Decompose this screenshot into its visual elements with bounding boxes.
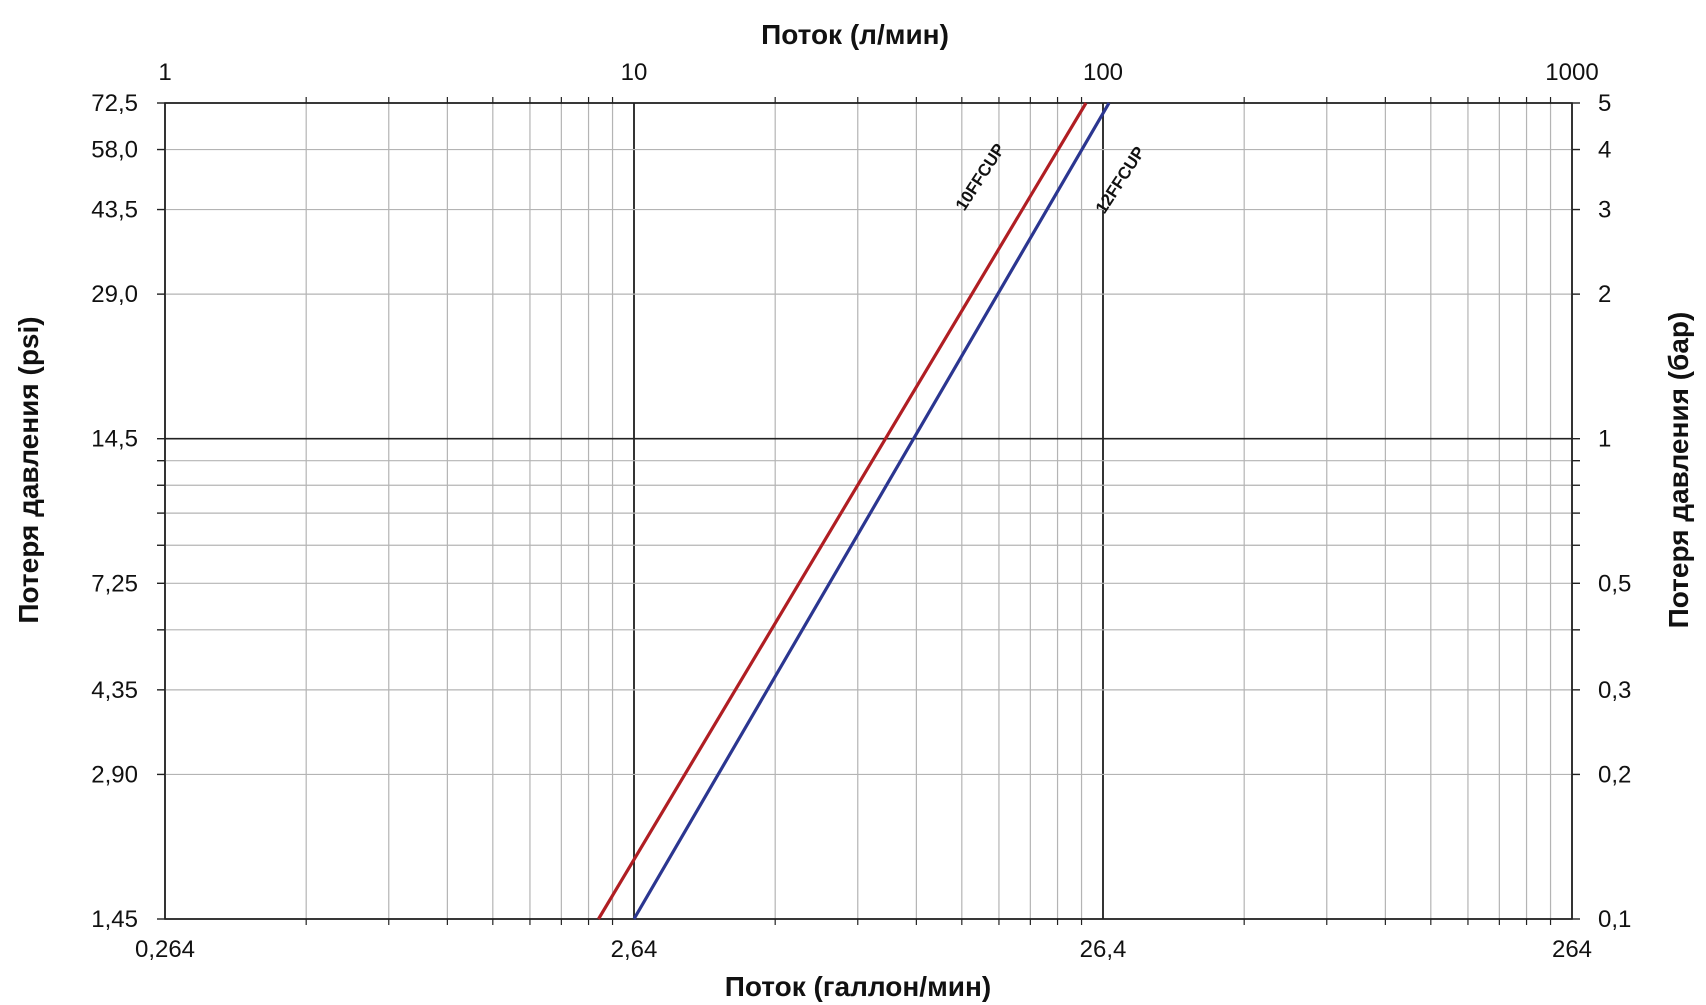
- y-left-tick-label: 14,5: [91, 426, 138, 453]
- y-left-tick-label: 4,35: [91, 677, 138, 704]
- y-right-tick-label: 0,5: [1598, 570, 1631, 597]
- y-left-tick-label: 43,5: [91, 197, 138, 224]
- y-right-tick-label: 0,3: [1598, 677, 1631, 704]
- x-bottom-tick-label: 2,64: [611, 936, 658, 963]
- series-line-12ffcup: [632, 102, 1111, 920]
- series-group: [597, 102, 1111, 920]
- x-top-tick-label: 100: [1083, 59, 1123, 86]
- y-left-tick-label: 2,90: [91, 761, 138, 788]
- y-right-tick-label: 3: [1598, 197, 1611, 224]
- x-top-tick-label: 1000: [1545, 59, 1598, 86]
- x-top-axis-title: Поток (л/мин): [761, 19, 949, 50]
- x-bottom-tick-label: 0,264: [135, 936, 195, 963]
- y-left-tick-label: 72,5: [91, 90, 138, 117]
- x-bottom-tick-label: 264: [1552, 936, 1592, 963]
- grid: [157, 97, 1580, 925]
- y-right-tick-label: 4: [1598, 137, 1611, 164]
- y-right-tick-label: 2: [1598, 281, 1611, 308]
- y-right-tick-label: 0,1: [1598, 906, 1631, 933]
- y-left-tick-label: 58,0: [91, 137, 138, 164]
- plot-frame: [164, 102, 1573, 920]
- x-top-tick-label: 10: [621, 59, 648, 86]
- y-left-tick-label: 1,45: [91, 906, 138, 933]
- x-bottom-tick-label: 26,4: [1080, 936, 1127, 963]
- x-bottom-axis-title: Поток (галлон/мин): [725, 971, 992, 1002]
- y-right-tick-label: 5: [1598, 90, 1611, 117]
- tick-labels: 1 10 100 1000 0,264 2,64 26,4 264 72,5 58,0 43,5 29…: [91, 59, 1631, 963]
- x-top-tick-label: 1: [158, 59, 171, 86]
- y-left-tick-label: 29,0: [91, 281, 138, 308]
- y-left-tick-label: 7,25: [91, 570, 138, 597]
- y-right-axis-title: Потеря давления (бар): [1663, 312, 1694, 629]
- y-right-tick-label: 1: [1598, 426, 1611, 453]
- y-right-tick-label: 0,2: [1598, 761, 1631, 788]
- series-line-10ffcup: [597, 102, 1088, 920]
- y-left-axis-title: Потеря давления (psi): [13, 316, 44, 623]
